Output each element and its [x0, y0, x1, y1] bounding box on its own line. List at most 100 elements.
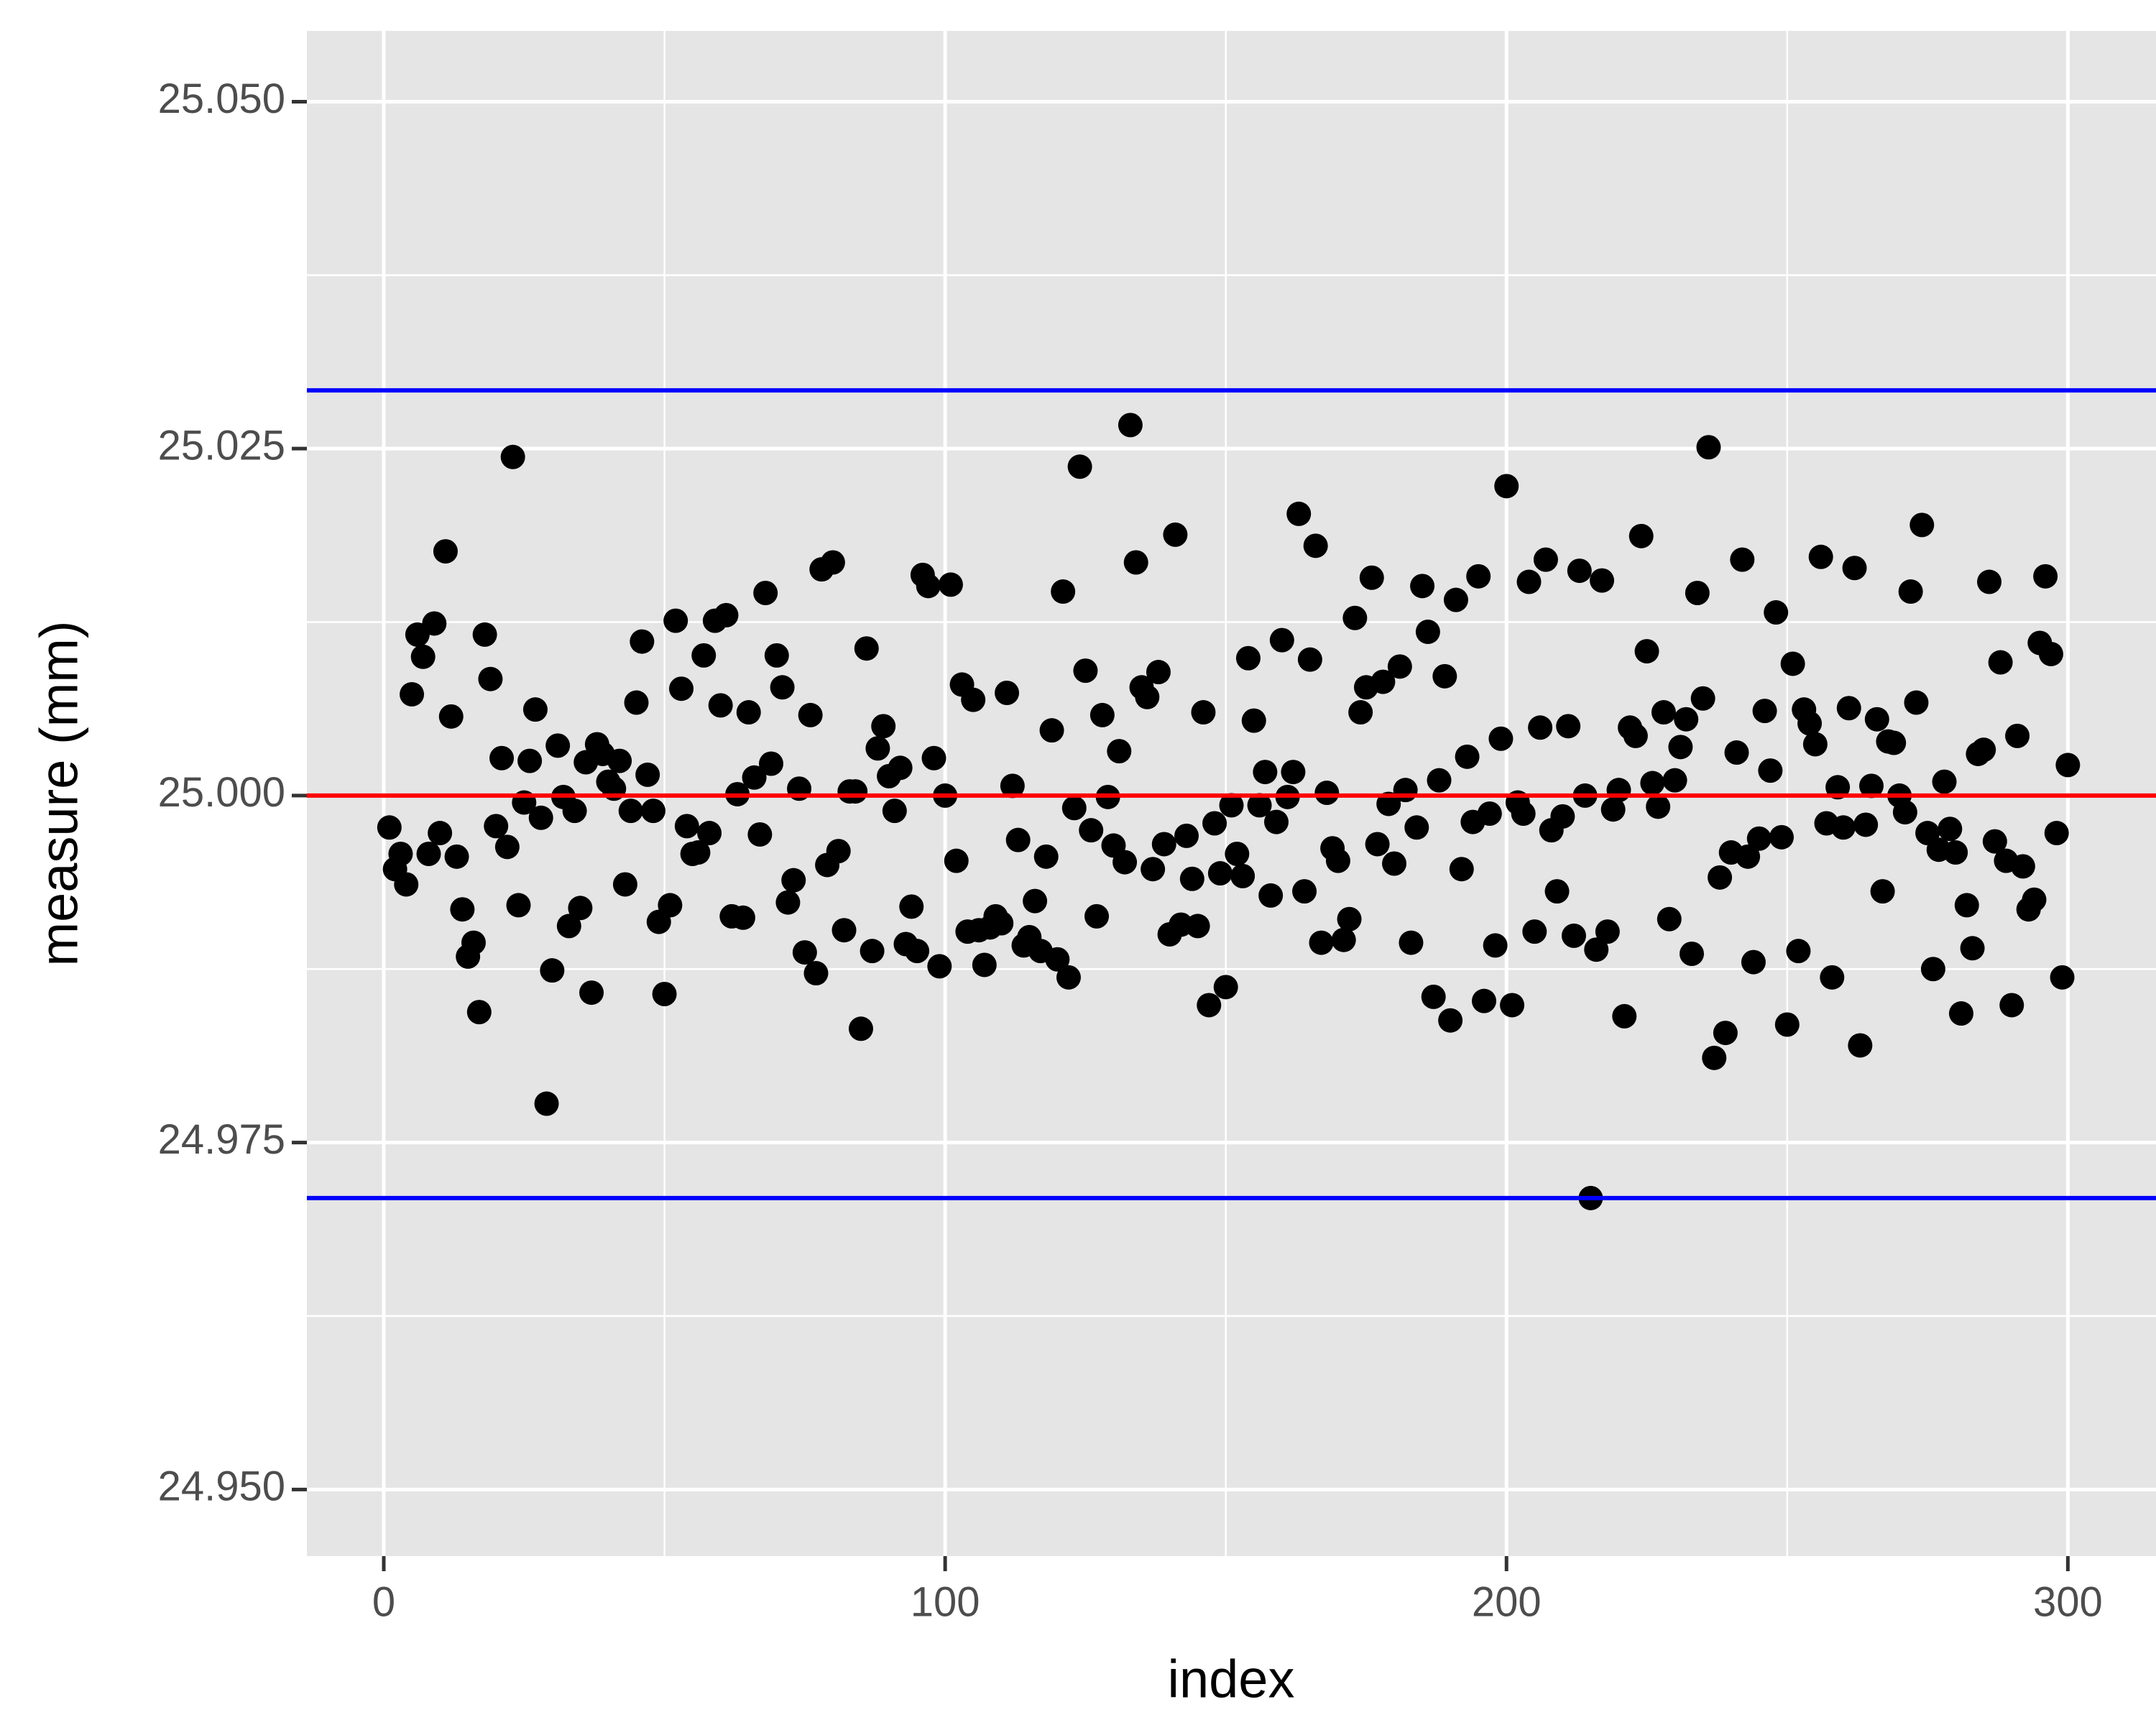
point — [1830, 815, 1856, 840]
point — [1516, 569, 1542, 594]
point — [2055, 753, 2081, 778]
point — [1303, 533, 1328, 558]
point — [612, 872, 637, 897]
point — [1764, 600, 1789, 625]
point — [1073, 658, 1098, 684]
point — [461, 930, 486, 955]
point — [1977, 569, 2002, 594]
point — [1668, 735, 1693, 760]
point — [1393, 778, 1418, 803]
point — [1590, 568, 1615, 593]
point — [562, 799, 587, 824]
point — [1544, 879, 1570, 904]
point — [1466, 564, 1491, 589]
point — [798, 702, 823, 727]
point — [472, 622, 497, 647]
point — [1550, 804, 1575, 829]
point — [1337, 906, 1362, 932]
point — [871, 714, 896, 739]
point — [1051, 579, 1076, 604]
point — [1415, 620, 1440, 645]
point — [1999, 993, 2024, 1018]
point — [1213, 975, 1238, 1000]
point — [1432, 663, 1457, 689]
point — [826, 839, 851, 864]
point — [444, 844, 469, 869]
point — [522, 697, 548, 722]
point — [1297, 647, 1322, 672]
point — [1281, 760, 1306, 785]
point — [899, 894, 924, 919]
point — [1292, 879, 1317, 904]
point — [972, 952, 997, 978]
point — [1056, 965, 1081, 990]
point — [1146, 660, 1171, 685]
point — [433, 539, 458, 564]
point — [494, 834, 520, 860]
point — [882, 799, 907, 824]
point — [1135, 684, 1160, 709]
y-tick-label: 24.950 — [158, 1463, 285, 1510]
point — [792, 940, 817, 965]
point — [1477, 801, 1502, 826]
x-tick-label: 100 — [911, 1578, 980, 1625]
point — [1241, 708, 1266, 733]
point — [540, 958, 565, 983]
point — [1600, 797, 1626, 822]
y-axis-title: measure (mm) — [29, 620, 89, 966]
point — [1376, 791, 1401, 816]
point — [1089, 702, 1115, 727]
point — [938, 572, 963, 597]
point — [1943, 840, 1968, 865]
x-tick-label: 0 — [372, 1578, 395, 1625]
point — [1179, 866, 1204, 891]
point — [624, 690, 649, 715]
point — [1820, 965, 1845, 990]
point — [1348, 700, 1373, 725]
point — [1404, 815, 1429, 840]
point — [1123, 550, 1148, 575]
point — [1741, 949, 1766, 975]
point — [921, 745, 946, 770]
point — [1730, 547, 1755, 572]
point — [1988, 650, 2013, 675]
point — [556, 914, 581, 939]
point — [1864, 707, 1889, 732]
point — [1612, 1003, 1637, 1029]
point — [1634, 639, 1659, 664]
point — [1079, 818, 1104, 843]
point — [1892, 800, 1917, 825]
point — [1342, 605, 1368, 630]
x-tick-label: 200 — [1472, 1578, 1542, 1625]
point — [1954, 893, 1979, 918]
point — [803, 961, 829, 986]
point — [450, 897, 475, 922]
point — [1185, 914, 1210, 939]
point — [438, 704, 464, 729]
point — [1680, 942, 1705, 967]
point — [1174, 823, 1199, 848]
point — [691, 643, 717, 668]
point — [1758, 758, 1783, 783]
point — [686, 840, 711, 865]
point — [1746, 826, 1772, 851]
point — [995, 681, 1020, 706]
point — [1151, 832, 1176, 857]
point — [1808, 544, 1833, 569]
point — [1286, 501, 1312, 526]
point — [1853, 812, 1879, 837]
point — [1971, 737, 1996, 763]
point — [1483, 933, 1508, 958]
point — [1370, 669, 1396, 694]
point — [1253, 760, 1278, 785]
point — [663, 608, 688, 633]
point — [1197, 993, 1222, 1018]
point — [545, 733, 571, 758]
point — [674, 814, 699, 839]
point — [1960, 936, 1985, 961]
point — [1141, 857, 1166, 882]
point — [961, 687, 986, 712]
point — [1219, 793, 1244, 818]
point — [1736, 844, 1761, 869]
